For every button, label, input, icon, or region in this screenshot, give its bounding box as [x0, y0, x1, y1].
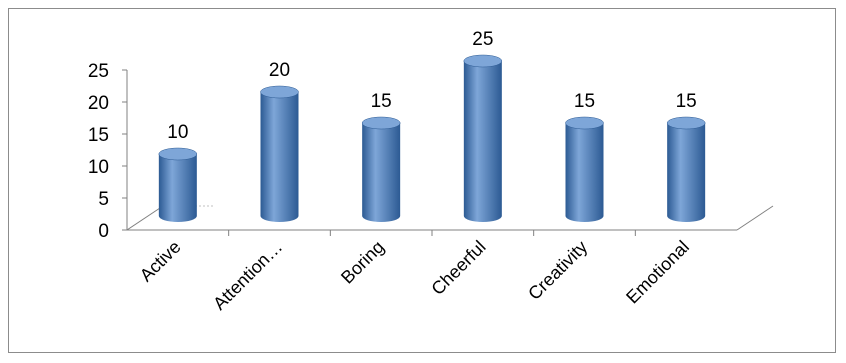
bar-creativity	[565, 116, 604, 222]
y-tick-label: 15	[88, 125, 109, 146]
floor-left-edge	[126, 205, 164, 231]
category-label: Active	[136, 237, 185, 286]
data-label: 15	[676, 91, 697, 112]
category-label: Emotional	[622, 237, 693, 308]
data-label: 15	[574, 91, 595, 112]
bar-body	[667, 123, 706, 222]
chart-bars	[158, 54, 706, 222]
bar-body	[158, 154, 197, 222]
data-label: 10	[167, 122, 188, 143]
y-tick-label: 5	[98, 189, 109, 210]
bar-body	[463, 61, 502, 222]
bar-body	[565, 123, 604, 222]
y-tick-label: 25	[88, 61, 109, 82]
bar-cheerful	[463, 54, 503, 222]
bar-attention	[260, 85, 299, 222]
bar-top	[565, 116, 604, 130]
chart-labels: 10 Active 20 Attention… 15 Boring 25 Cheerful 15…	[136, 29, 697, 314]
bar-boring	[361, 116, 401, 222]
category-label: Cheerful	[427, 237, 489, 299]
category-label: Creativity	[524, 237, 591, 304]
bar-emotional	[666, 116, 706, 222]
category-label: Boring	[337, 237, 388, 288]
floor-right-edge	[736, 205, 774, 231]
y-tick-label: 10	[88, 157, 109, 178]
category-label: Attention…	[209, 237, 286, 314]
data-label: 15	[371, 91, 392, 112]
bar-body	[260, 92, 299, 222]
y-tick-label: 0	[98, 221, 109, 242]
bar-top	[361, 116, 401, 130]
bar-top	[260, 85, 299, 99]
data-label: 20	[269, 60, 290, 81]
bar-top	[666, 116, 706, 130]
bar-top	[158, 147, 198, 161]
y-tick-label: 20	[88, 93, 109, 114]
bar-active	[158, 147, 198, 222]
bar-top	[463, 54, 503, 68]
data-label: 25	[472, 29, 493, 50]
bar-body	[362, 123, 401, 222]
